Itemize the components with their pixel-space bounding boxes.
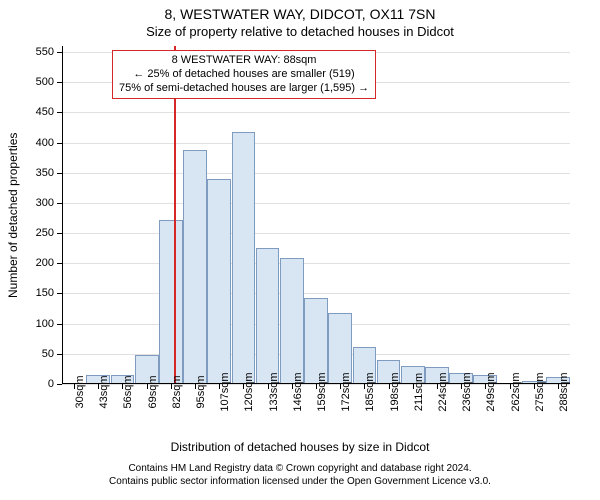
y-tick-label: 100 bbox=[36, 318, 54, 330]
y-tick-label: 400 bbox=[36, 137, 54, 149]
x-tick-label: 120sqm bbox=[243, 372, 255, 411]
chart-subtitle: Size of property relative to detached ho… bbox=[0, 24, 600, 39]
x-tick-label: 30sqm bbox=[74, 375, 86, 408]
x-tick-label: 82sqm bbox=[171, 375, 183, 408]
histogram-bar bbox=[159, 220, 183, 384]
histogram-bar bbox=[207, 179, 231, 384]
annotation-line-1: 8 WESTWATER WAY: 88sqm bbox=[119, 54, 369, 68]
x-tick-label: 172sqm bbox=[340, 372, 352, 411]
x-tick-label: 262sqm bbox=[510, 372, 522, 411]
x-tick-label: 69sqm bbox=[147, 375, 159, 408]
annotation-line-3: 75% of semi-detached houses are larger (… bbox=[119, 82, 369, 96]
x-tick-label: 249sqm bbox=[485, 372, 497, 411]
y-tick-label: 200 bbox=[36, 257, 54, 269]
histogram-bar bbox=[232, 132, 256, 384]
x-tick-label: 275sqm bbox=[534, 372, 546, 411]
y-tick-label: 0 bbox=[48, 378, 54, 390]
x-tick-label: 185sqm bbox=[364, 372, 376, 411]
footer-line-2: Contains public sector information licen… bbox=[0, 475, 600, 488]
x-tick-label: 224sqm bbox=[437, 372, 449, 411]
x-tick-label: 159sqm bbox=[316, 372, 328, 411]
footer-line-1: Contains HM Land Registry data © Crown c… bbox=[0, 462, 600, 475]
y-tick-label: 50 bbox=[42, 348, 54, 360]
y-tick-label: 550 bbox=[36, 46, 54, 58]
x-tick-label: 107sqm bbox=[219, 372, 231, 411]
x-tick-label: 288sqm bbox=[558, 372, 570, 411]
x-tick-label: 43sqm bbox=[98, 375, 110, 408]
x-tick-label: 133sqm bbox=[268, 372, 280, 411]
histogram-bar bbox=[256, 248, 280, 384]
property-size-histogram: 8, WESTWATER WAY, DIDCOT, OX11 7SN Size … bbox=[0, 0, 600, 500]
y-tick-label: 500 bbox=[36, 76, 54, 88]
x-tick-label: 146sqm bbox=[292, 372, 304, 411]
y-tick-label: 450 bbox=[36, 106, 54, 118]
histogram-bar bbox=[304, 298, 328, 384]
annotation-box: 8 WESTWATER WAY: 88sqm ← 25% of detached… bbox=[112, 50, 376, 99]
histogram-bar bbox=[183, 150, 207, 384]
chart-title: 8, WESTWATER WAY, DIDCOT, OX11 7SN bbox=[0, 6, 600, 22]
y-tick-label: 150 bbox=[36, 287, 54, 299]
x-tick-label: 211sqm bbox=[413, 373, 425, 411]
footer-attribution: Contains HM Land Registry data © Crown c… bbox=[0, 462, 600, 488]
x-tick-label: 95sqm bbox=[195, 375, 207, 408]
annotation-line-2: ← 25% of detached houses are smaller (51… bbox=[119, 68, 369, 82]
y-axis-label: Number of detached properties bbox=[6, 132, 20, 297]
y-tick-label: 250 bbox=[36, 227, 54, 239]
x-tick-label: 198sqm bbox=[389, 372, 401, 411]
x-axis-label: Distribution of detached houses by size … bbox=[0, 440, 600, 454]
histogram-bar bbox=[280, 258, 304, 384]
x-tick-label: 56sqm bbox=[122, 375, 134, 408]
y-tick-label: 350 bbox=[36, 167, 54, 179]
y-tick-label: 300 bbox=[36, 197, 54, 209]
x-tick-label: 236sqm bbox=[461, 372, 473, 411]
